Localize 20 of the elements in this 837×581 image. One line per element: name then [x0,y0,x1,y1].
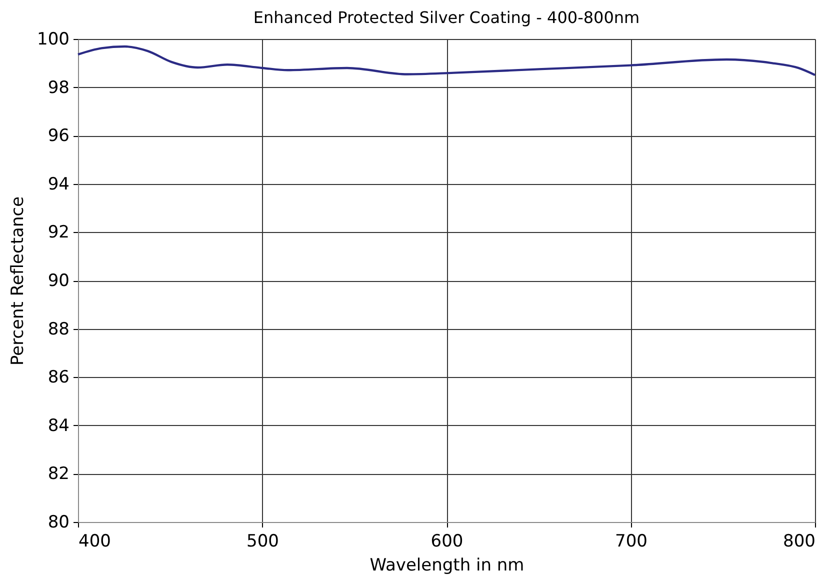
line-series [76,45,816,76]
chart-title: Enhanced Protected Silver Coating - 400-800nm [253,8,640,27]
y-tick-label: 94 [48,174,70,194]
x-tick-label: 800 [783,532,816,552]
x-tick-label: 700 [615,532,648,552]
y-tick-label: 90 [48,271,70,291]
x-tick-label: 600 [430,532,464,552]
y-tick-label: 88 [48,319,70,340]
y-tick-label: 86 [48,368,70,388]
y-tick-label: 82 [48,464,70,484]
y-tick-label: 98 [48,78,70,98]
y-tick-label: 100 [37,30,70,50]
y-axis-title: Percent Reflectance [8,196,28,366]
x-tick-label: 500 [246,532,279,552]
y-tick-label: 96 [48,126,70,146]
y-tick-label: 92 [48,222,70,243]
y-tick-label: 84 [48,416,70,436]
x-tick-label: 400 [78,532,111,552]
y-tick-label: 80 [48,512,70,532]
x-axis-title: Wavelength in nm [370,556,524,576]
